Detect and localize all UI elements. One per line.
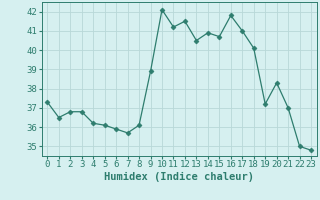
X-axis label: Humidex (Indice chaleur): Humidex (Indice chaleur) <box>104 172 254 182</box>
